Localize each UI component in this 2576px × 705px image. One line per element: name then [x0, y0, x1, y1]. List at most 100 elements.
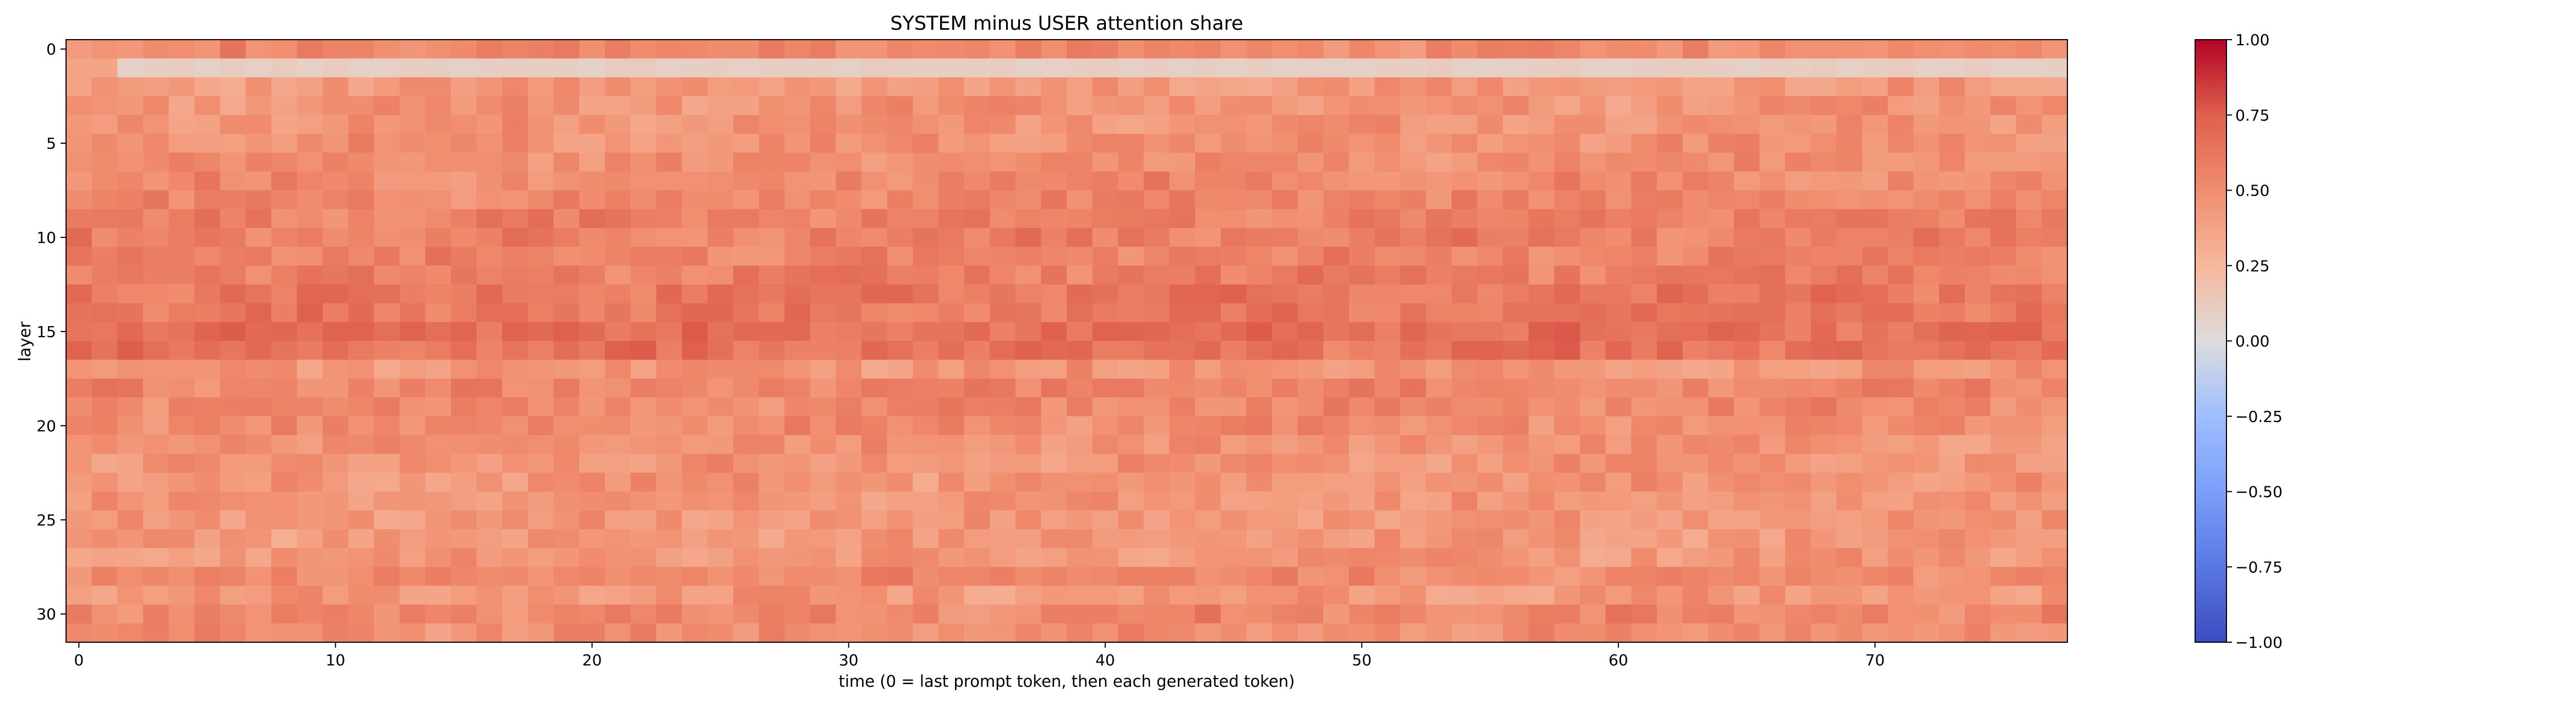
heatmap-cell — [1374, 209, 1401, 229]
heatmap-cell — [1580, 247, 1606, 266]
heatmap-cell — [1887, 397, 1914, 417]
heatmap-cell — [1041, 190, 1067, 210]
heatmap-cell — [1810, 303, 1837, 323]
heatmap-cell — [1143, 303, 1170, 323]
heatmap-cell — [528, 510, 554, 530]
heatmap-cell — [1554, 227, 1580, 247]
heatmap-cell — [323, 77, 349, 97]
heatmap-cell — [400, 623, 426, 643]
heatmap-cell — [1195, 227, 1221, 247]
heatmap-cell — [733, 435, 760, 454]
heatmap-cell — [1118, 397, 1144, 417]
heatmap-cell — [476, 604, 503, 624]
heatmap-cell — [604, 473, 631, 492]
heatmap-cell — [502, 265, 528, 285]
heatmap-cell — [656, 341, 683, 360]
heatmap-cell — [1426, 585, 1452, 605]
heatmap-cell — [810, 529, 837, 549]
heatmap-cell — [579, 77, 605, 97]
heatmap-cell — [451, 378, 477, 398]
heatmap-cell — [1862, 40, 1889, 59]
heatmap-cell — [374, 341, 400, 360]
heatmap-cell — [425, 604, 451, 624]
heatmap-cell — [502, 567, 528, 587]
heatmap-cell — [476, 491, 503, 511]
heatmap-cell — [1657, 567, 1683, 587]
heatmap-cell — [1887, 623, 1914, 643]
heatmap-cell — [1605, 585, 1632, 605]
x-tick-label: 10 — [326, 651, 346, 669]
heatmap-cell — [117, 133, 144, 153]
heatmap-cell — [964, 40, 990, 59]
heatmap-cell — [1271, 454, 1298, 473]
heatmap-cell — [1426, 454, 1452, 473]
heatmap-cell — [1554, 190, 1580, 210]
heatmap-cell — [194, 227, 221, 247]
heatmap-cell — [220, 623, 246, 643]
heatmap-cell — [1067, 171, 1093, 191]
heatmap-cell — [1836, 510, 1863, 530]
heatmap-cell — [66, 284, 92, 304]
heatmap-cell — [733, 378, 760, 398]
heatmap-cell — [194, 360, 221, 379]
heatmap-cell — [964, 227, 990, 247]
heatmap-cell — [1810, 454, 1837, 473]
heatmap-cell — [1605, 529, 1632, 549]
heatmap-cell — [1092, 416, 1118, 436]
heatmap-cell — [1554, 378, 1580, 398]
heatmap-cell — [1374, 604, 1401, 624]
heatmap-cell — [425, 171, 451, 191]
heatmap-cell — [887, 133, 913, 153]
heatmap-cell — [1400, 435, 1427, 454]
heatmap-cell — [425, 473, 451, 492]
heatmap-cell — [1605, 303, 1632, 323]
heatmap-cell — [1759, 529, 1786, 549]
heatmap-cell — [1657, 284, 1683, 304]
heatmap-cell — [553, 473, 580, 492]
heatmap-cell — [1067, 96, 1093, 116]
heatmap-cell — [861, 77, 888, 97]
heatmap-cell — [2042, 473, 2068, 492]
heatmap-cell — [656, 247, 683, 266]
heatmap-cell — [887, 284, 913, 304]
heatmap-cell — [1374, 416, 1401, 436]
heatmap-cell — [1041, 378, 1067, 398]
heatmap-cell — [1580, 397, 1606, 417]
heatmap-cell — [1887, 58, 1914, 78]
heatmap-cell — [168, 190, 195, 210]
heatmap-cell — [1143, 133, 1170, 153]
heatmap-cell — [143, 247, 170, 266]
heatmap-cell — [913, 284, 939, 304]
heatmap-cell — [271, 265, 298, 285]
heatmap-cell — [528, 435, 554, 454]
heatmap-cell — [810, 265, 837, 285]
heatmap-cell — [913, 360, 939, 379]
heatmap-cell — [528, 133, 554, 153]
heatmap-cell — [964, 265, 990, 285]
heatmap-cell — [220, 378, 246, 398]
heatmap-cell — [1836, 529, 1863, 549]
heatmap-cell — [528, 585, 554, 605]
heatmap-cell — [990, 284, 1016, 304]
heatmap-cell — [1349, 58, 1375, 78]
heatmap-cell — [553, 227, 580, 247]
heatmap-cell — [553, 190, 580, 210]
heatmap-cell — [1092, 585, 1118, 605]
heatmap-cell — [1939, 133, 1966, 153]
heatmap-cell — [1810, 604, 1837, 624]
heatmap-cell — [1067, 416, 1093, 436]
heatmap-cell — [1041, 171, 1067, 191]
heatmap-cell — [1682, 284, 1709, 304]
heatmap-cell — [271, 623, 298, 643]
heatmap-cell — [2016, 77, 2042, 97]
heatmap-cell — [1836, 378, 1863, 398]
heatmap-cell — [1246, 604, 1273, 624]
heatmap-cell — [733, 529, 760, 549]
heatmap-cell — [1195, 40, 1221, 59]
heatmap-cell — [1964, 567, 1991, 587]
heatmap-cell — [66, 491, 92, 511]
heatmap-cell — [1451, 265, 1478, 285]
heatmap-cell — [1015, 454, 1041, 473]
heatmap-cell — [707, 171, 734, 191]
heatmap-cell — [1657, 96, 1683, 116]
